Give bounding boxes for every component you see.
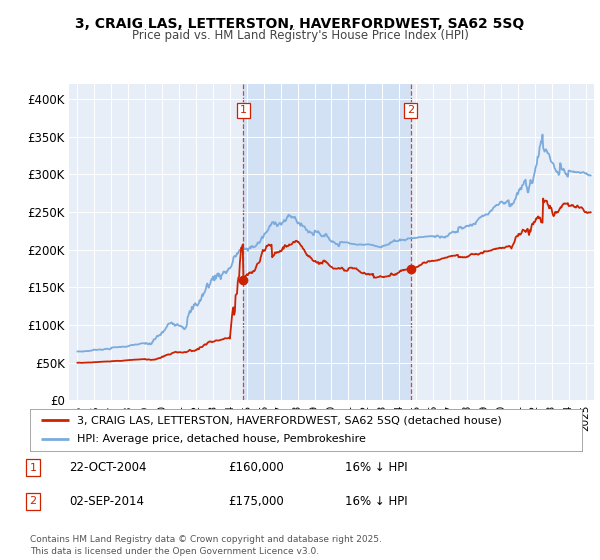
Bar	[244, 84, 410, 400]
Text: Price paid vs. HM Land Registry's House Price Index (HPI): Price paid vs. HM Land Registry's House …	[131, 29, 469, 42]
Text: 3, CRAIG LAS, LETTERSTON, HAVERFORDWEST, SA62 5SQ (detached house): 3, CRAIG LAS, LETTERSTON, HAVERFORDWEST,…	[77, 415, 502, 425]
Text: 3, CRAIG LAS, LETTERSTON, HAVERFORDWEST, SA62 5SQ: 3, CRAIG LAS, LETTERSTON, HAVERFORDWEST,…	[76, 17, 524, 31]
Text: Contains HM Land Registry data © Crown copyright and database right 2025.
This d: Contains HM Land Registry data © Crown c…	[30, 535, 382, 556]
Text: £160,000: £160,000	[228, 461, 284, 474]
Text: 16% ↓ HPI: 16% ↓ HPI	[345, 494, 407, 508]
Text: 22-OCT-2004: 22-OCT-2004	[69, 461, 146, 474]
Text: 2: 2	[407, 105, 414, 115]
Text: 1: 1	[29, 463, 37, 473]
Text: 02-SEP-2014: 02-SEP-2014	[69, 494, 144, 508]
Text: HPI: Average price, detached house, Pembrokeshire: HPI: Average price, detached house, Pemb…	[77, 435, 366, 445]
Text: 1: 1	[240, 105, 247, 115]
Text: 2: 2	[29, 496, 37, 506]
Text: 16% ↓ HPI: 16% ↓ HPI	[345, 461, 407, 474]
Text: £175,000: £175,000	[228, 494, 284, 508]
